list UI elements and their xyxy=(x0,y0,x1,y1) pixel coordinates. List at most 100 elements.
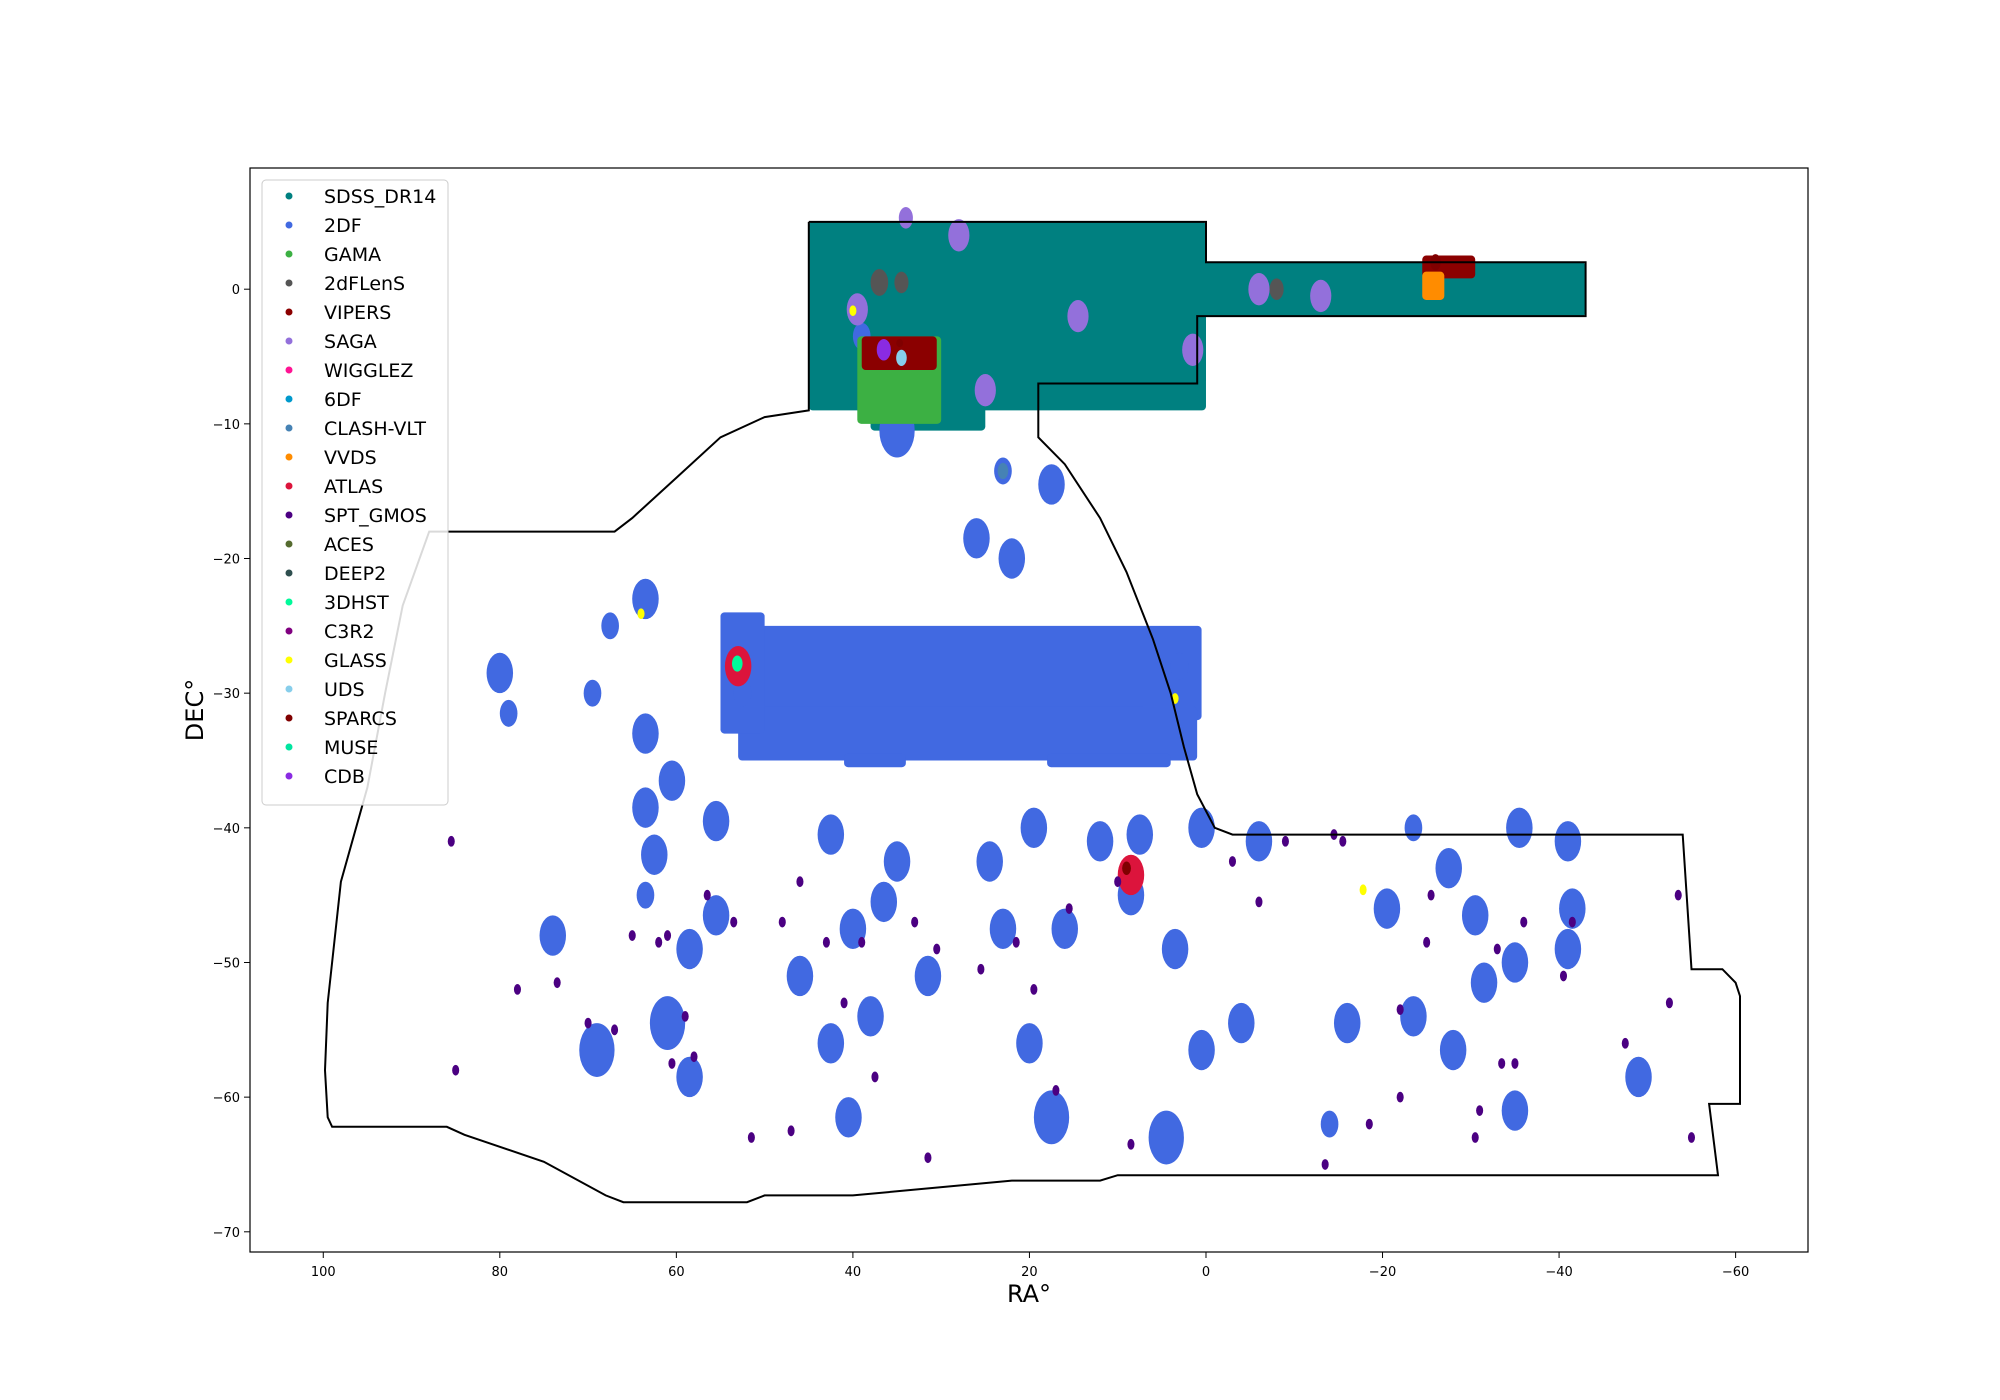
point-spt-gmos-4 xyxy=(584,1017,592,1029)
legend-marker-cdb xyxy=(285,772,293,780)
point-spt-gmos-12 xyxy=(703,889,711,901)
point-2df-65 xyxy=(1170,652,1189,680)
series-spt-gmos xyxy=(447,829,1696,1170)
point-2df-10 xyxy=(632,713,659,754)
point-2dflens-3 xyxy=(1269,278,1284,300)
point-3dhst-0 xyxy=(731,655,743,672)
y-tick-label: −50 xyxy=(213,956,240,971)
point-spt-gmos-29 xyxy=(1065,903,1073,915)
point-2df-3 xyxy=(963,518,990,559)
legend-label-deep2: DEEP2 xyxy=(324,563,386,585)
point-2df-56 xyxy=(1625,1056,1652,1098)
legend-label-muse: MUSE xyxy=(324,737,378,759)
y-tick-label: −40 xyxy=(213,822,240,837)
point-saga-0 xyxy=(948,219,970,252)
legend-marker-sparcs xyxy=(285,714,293,722)
region-vvds-0 xyxy=(1422,271,1445,300)
legend-label-glass: GLASS xyxy=(324,650,387,672)
legend-marker-muse xyxy=(285,743,293,751)
point-spt-gmos-48 xyxy=(1520,916,1528,928)
point-2df-39 xyxy=(1161,928,1189,970)
y-tick-label: 0 xyxy=(232,283,240,298)
point-spt-gmos-32 xyxy=(1228,856,1236,867)
point-2df-19 xyxy=(1245,821,1273,862)
legend-marker-clash-vlt xyxy=(285,424,293,432)
legend-label-vipers: VIPERS xyxy=(324,302,391,324)
point-spt-gmos-8 xyxy=(663,930,672,941)
point-2df-26 xyxy=(976,841,1003,882)
legend-label-sparcs: SPARCS xyxy=(324,708,397,730)
point-2df-2 xyxy=(1038,464,1065,505)
point-spt-gmos-27 xyxy=(1030,984,1038,995)
point-2df-61 xyxy=(1501,1090,1529,1131)
legend-label-aces: ACES xyxy=(324,534,374,556)
legend-label-c3r2: C3R2 xyxy=(324,621,375,643)
y-tick-label: −70 xyxy=(213,1226,240,1241)
point-glass-3 xyxy=(1359,884,1367,896)
legend-marker-wigglez xyxy=(285,366,293,374)
point-2df-8 xyxy=(601,612,619,640)
point-2df-64 xyxy=(733,679,752,707)
point-2df-45 xyxy=(649,996,686,1051)
series-2df xyxy=(486,322,1652,1165)
point-2df-16 xyxy=(1086,821,1114,862)
legend-marker-3dhst xyxy=(285,598,293,606)
point-2df-4 xyxy=(998,538,1026,579)
series-glass xyxy=(637,305,1367,896)
point-saga-5 xyxy=(1182,333,1204,366)
legend-label-2df: 2DF xyxy=(324,215,362,237)
point-2df-5 xyxy=(632,578,659,620)
point-spt-gmos-37 xyxy=(1321,1159,1329,1170)
point-spt-gmos-21 xyxy=(871,1071,879,1083)
x-tick-label: −20 xyxy=(1369,1265,1396,1280)
point-spt-gmos-2 xyxy=(513,984,521,995)
point-spt-gmos-53 xyxy=(1674,889,1682,901)
point-spt-gmos-51 xyxy=(1621,1037,1629,1049)
point-2df-38 xyxy=(676,928,703,970)
x-tick-label: 100 xyxy=(311,1265,336,1280)
point-2df-47 xyxy=(1228,1002,1255,1044)
legend-label-3dhst: 3DHST xyxy=(324,592,389,614)
point-2df-25 xyxy=(883,841,911,882)
y-tick-label: −10 xyxy=(213,418,240,433)
legend: SDSS_DR14 2DF GAMA 2dFLenS VIPERS SAGA WIGGLEZ… xyxy=(261,179,449,806)
point-saga-4 xyxy=(1310,279,1332,313)
point-2df-46 xyxy=(857,996,884,1037)
point-spt-gmos-33 xyxy=(1255,896,1263,908)
point-2df-30 xyxy=(702,895,730,936)
point-2dflens-0 xyxy=(870,268,889,296)
point-2df-57 xyxy=(835,1097,862,1138)
point-2df-13 xyxy=(702,800,730,842)
legend-label-atlas: ATLAS xyxy=(324,476,383,498)
point-2df-24 xyxy=(641,834,668,875)
point-spt-gmos-44 xyxy=(1476,1105,1484,1116)
point-spt-gmos-16 xyxy=(787,1125,795,1137)
point-cdb-0 xyxy=(876,339,891,361)
point-spt-gmos-49 xyxy=(1559,970,1568,982)
point-2df-33 xyxy=(989,908,1017,950)
point-2df-7 xyxy=(583,679,602,707)
point-spt-gmos-31 xyxy=(1127,1138,1135,1150)
point-spt-gmos-41 xyxy=(1423,936,1431,948)
legend-marker-gama xyxy=(285,250,293,258)
point-spt-gmos-45 xyxy=(1493,943,1501,955)
x-tick-label: −60 xyxy=(1722,1265,1749,1280)
point-2df-50 xyxy=(579,1023,615,1077)
point-spt-gmos-5 xyxy=(611,1024,619,1036)
legend-marker-spt-gmos xyxy=(285,511,293,519)
point-saga-2 xyxy=(1067,299,1089,333)
series-cdb xyxy=(876,339,891,361)
legend-label-wigglez: WIGGLEZ xyxy=(324,360,413,382)
point-spt-gmos-15 xyxy=(778,916,786,928)
point-2df-9 xyxy=(499,699,518,727)
point-2df-44 xyxy=(1470,962,1498,1003)
point-2df-29 xyxy=(636,881,655,909)
point-2df-43 xyxy=(914,955,942,997)
point-atlas-1 xyxy=(1117,854,1145,896)
series-saga xyxy=(846,207,1332,407)
point-sparcs-2 xyxy=(896,339,904,348)
legend-marker-aces xyxy=(285,540,293,548)
legend-marker-vvds xyxy=(285,453,293,461)
point-2df-15 xyxy=(1020,807,1048,849)
point-saga-6 xyxy=(974,374,996,407)
